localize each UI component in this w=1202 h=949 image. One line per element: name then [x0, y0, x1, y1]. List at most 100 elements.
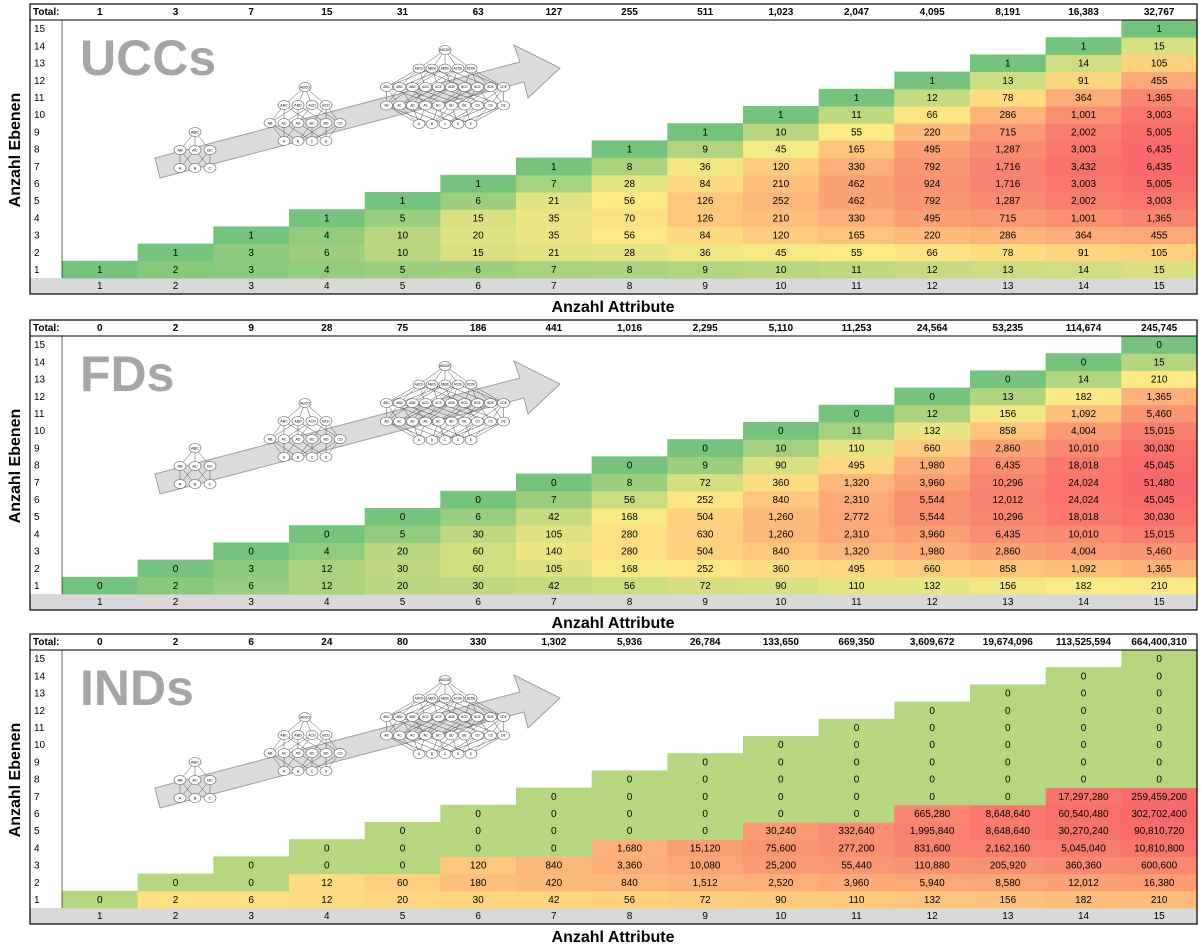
total-value: 1,302 [541, 637, 566, 648]
cell-value: 90 [775, 581, 787, 592]
total-value: 53,235 [993, 323, 1024, 334]
total-value: 16,383 [1068, 7, 1099, 18]
level-label: 14 [34, 41, 46, 52]
cell-value: 0 [551, 792, 557, 803]
cell-value: 3,960 [920, 529, 945, 540]
lattice-label: ABCE [428, 383, 437, 387]
lattice-label: BC [436, 734, 441, 738]
cell-value: 1 [1156, 24, 1162, 35]
level-label: 3 [34, 231, 40, 242]
panel-title: FDs [80, 346, 174, 402]
lattice-label: ABCD [300, 401, 310, 405]
lattice-label: AB [384, 734, 388, 738]
cell-value: 15 [473, 248, 485, 259]
lattice-label: ABCE [428, 697, 437, 701]
level-label: 13 [34, 375, 46, 386]
total-value: 330 [470, 637, 487, 648]
cell-value: 0 [929, 706, 935, 717]
attribute-label: 6 [475, 911, 481, 922]
cell-value: 6,435 [995, 461, 1020, 472]
level-label: 15 [34, 654, 46, 665]
lattice-label: D [325, 769, 328, 773]
cell-value: 11 [851, 110, 862, 121]
attribute-label: 3 [248, 281, 254, 292]
cell-value: 277,200 [838, 843, 875, 854]
attribute-label: 9 [702, 597, 708, 608]
cell-value: 10 [775, 127, 787, 138]
cell-value: 0 [324, 861, 330, 872]
lattice-label: CD [337, 121, 343, 125]
cell-value: 35 [548, 213, 560, 224]
lattice-label: ABCDE [440, 678, 451, 682]
attribute-label: 2 [173, 597, 179, 608]
cell-value: 0 [1005, 740, 1011, 751]
cell-value: 10 [775, 265, 787, 276]
lattice-label: BD [449, 104, 454, 108]
cell-value: 5,005 [1147, 179, 1172, 190]
level-label: 8 [34, 775, 40, 786]
cell-value: 14 [1078, 375, 1090, 386]
lattice-label: A [179, 165, 182, 170]
cell-value: 600,600 [1141, 861, 1178, 872]
cell-value: 1,716 [995, 162, 1020, 173]
cell-value: 66 [927, 110, 939, 121]
cell-value: 364 [1075, 93, 1092, 104]
cell-value: 1 [702, 127, 708, 138]
cell-value: 12 [321, 878, 333, 889]
cell-value: 126 [697, 213, 714, 224]
lattice-label: BE [462, 734, 466, 738]
total-value: 5,936 [617, 637, 642, 648]
lattice-label: ABC [383, 401, 390, 405]
attribute-label: 5 [400, 281, 406, 292]
cell-value: 15 [1154, 41, 1166, 52]
lattice-label: AD [296, 437, 301, 441]
attribute-label: 1 [97, 281, 103, 292]
cell-value: 0 [627, 792, 633, 803]
cell-value: 140 [545, 547, 562, 558]
cell-value: 0 [627, 775, 633, 786]
cell-value: 156 [999, 895, 1016, 906]
cell-value: 18,018 [1068, 461, 1099, 472]
lattice-label: BDE [487, 85, 494, 89]
cell-value: 1,365 [1147, 93, 1172, 104]
cell-value: 30,240 [766, 826, 797, 837]
cell-value: 0 [551, 843, 557, 854]
cell-value: 360 [772, 478, 789, 489]
attribute-label: 7 [551, 597, 557, 608]
cell-value: 1,320 [844, 547, 869, 558]
cell-value: 6 [475, 196, 481, 207]
total-value: 4,095 [920, 7, 945, 18]
lattice-label: ACD [422, 715, 429, 719]
cell-value: 28 [624, 179, 636, 190]
total-value: 19,674,096 [983, 637, 1033, 648]
cell-value: 90 [775, 461, 787, 472]
attribute-label: 14 [1078, 597, 1090, 608]
cell-value: 2,002 [1071, 196, 1096, 207]
cell-value: 0 [1081, 671, 1087, 682]
cell-value: 8,648,640 [986, 826, 1031, 837]
cell-value: 110 [849, 443, 865, 454]
cell-value: 10 [397, 231, 409, 242]
cell-value: 28 [624, 248, 636, 259]
cell-value: 0 [248, 878, 254, 889]
cell-value: 0 [778, 426, 784, 437]
lattice-label: ABCD [415, 697, 425, 701]
lattice-label: ACDE [454, 697, 463, 701]
cell-value: 56 [624, 581, 636, 592]
lattice-label: ACD [308, 733, 316, 737]
cell-value: 332,640 [838, 826, 875, 837]
cell-value: 0 [929, 775, 935, 786]
cell-value: 210 [772, 179, 789, 190]
cell-value: 51,480 [1144, 478, 1175, 489]
lattice-label: ABD [396, 401, 403, 405]
lattice-label: BCE [474, 715, 481, 719]
cell-value: 105 [1151, 248, 1168, 259]
cell-value: 12,012 [993, 495, 1024, 506]
cell-value: 0 [1005, 723, 1011, 734]
cell-value: 8,648,640 [986, 809, 1031, 820]
cell-value: 252 [772, 196, 789, 207]
cell-value: 7 [551, 265, 557, 276]
cell-value: 715 [999, 213, 1016, 224]
lattice-label: ABC [383, 715, 390, 719]
total-value: 63 [473, 7, 485, 18]
